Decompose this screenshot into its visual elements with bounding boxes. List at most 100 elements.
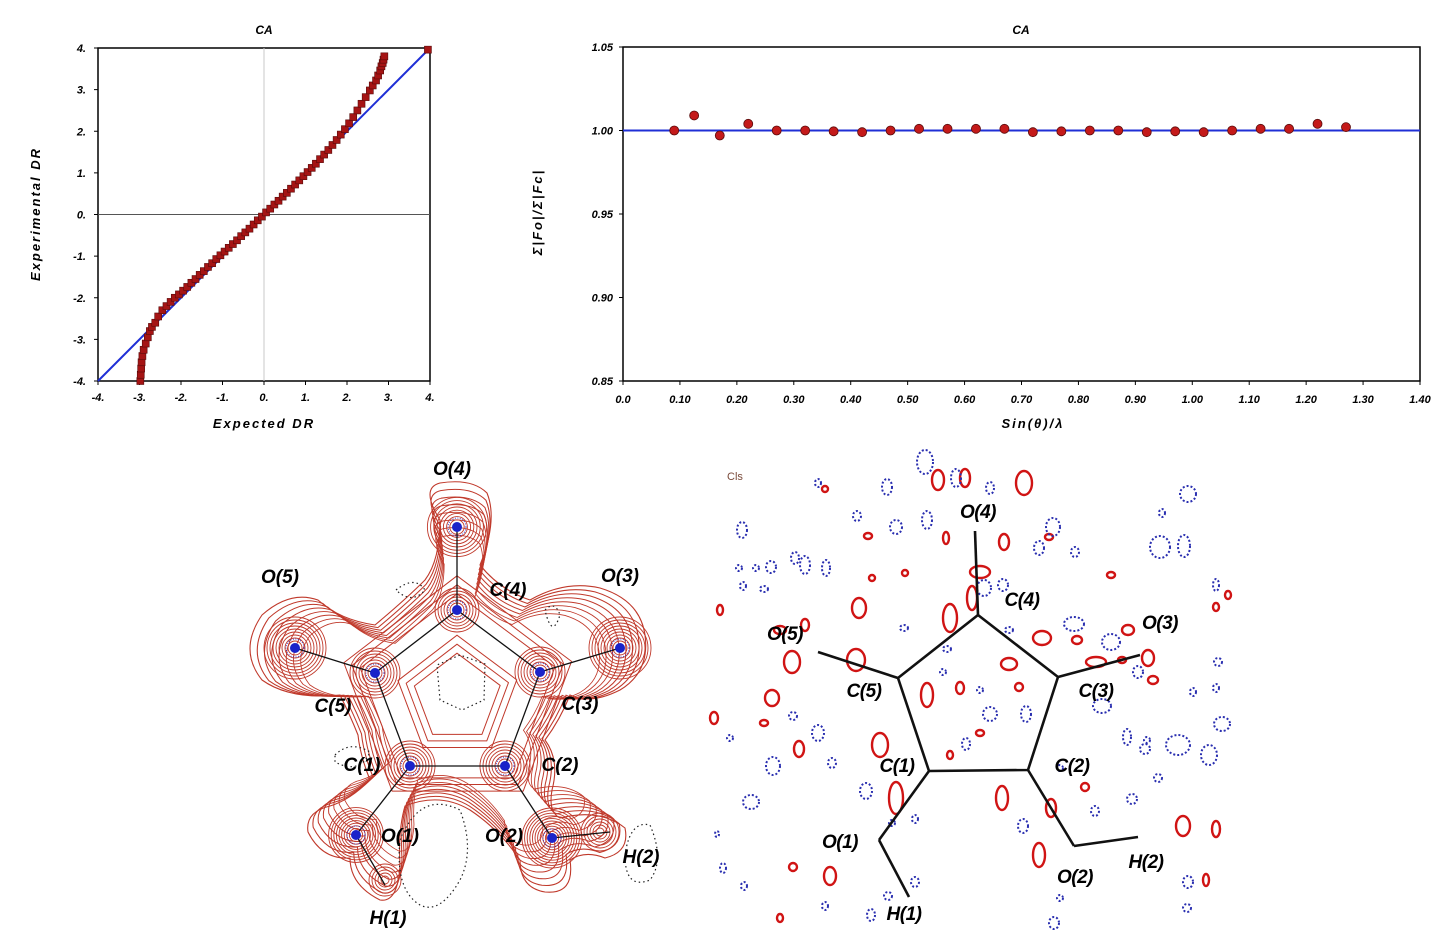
- negative-residual-contour: [1063, 616, 1085, 632]
- dr-x-tick-label: 4.: [424, 392, 434, 404]
- positive-residual-contour: [997, 532, 1011, 552]
- dr-data-point: [191, 275, 200, 283]
- ratio-y-tick-label: 1.05: [592, 42, 614, 54]
- dr-data-point: [357, 99, 366, 108]
- positive-residual-contour: [1210, 819, 1222, 839]
- ratio-data-point: [914, 123, 924, 134]
- atom-contour: [348, 827, 364, 843]
- negative-residual-contour: [1017, 818, 1029, 834]
- dr-data-point: [154, 312, 162, 321]
- negative-residual-contour: [1153, 773, 1163, 783]
- density-contour: [264, 496, 634, 887]
- atom-contour: [328, 807, 384, 863]
- atom-contour: [520, 652, 560, 692]
- dr-data-point: [166, 298, 175, 306]
- atom-label-o3: O(3): [601, 566, 639, 587]
- dr-data-point: [283, 189, 291, 197]
- negative-residual-contour: [1165, 734, 1191, 756]
- residual-density-map: Cls O(4) C(4) O(5) O(3) C(5) C(3) C(1) C…: [708, 449, 1233, 930]
- dr-y-tick-label: -4.: [73, 376, 86, 388]
- ratio-data-point: [714, 130, 725, 141]
- atom-nucleus: [452, 522, 462, 532]
- negative-residual-contour: [1132, 665, 1144, 679]
- ratio-x-tick-label: 0.0: [615, 394, 631, 406]
- atom-contour: [534, 820, 570, 856]
- contour-lobe: [624, 823, 659, 883]
- dr-y-tick-label: -2.: [73, 293, 86, 305]
- atom-contour: [529, 661, 551, 683]
- dr-data-point: [208, 259, 216, 268]
- negative-residual-contour: [790, 551, 800, 565]
- ring-contour: [397, 634, 518, 749]
- atom-label-c5: C(5): [847, 681, 882, 702]
- ring-contour: [359, 593, 556, 779]
- atom-contour: [537, 823, 567, 853]
- atom-label-o1: O(1): [381, 826, 419, 847]
- negative-residual-contour: [1045, 517, 1061, 537]
- negative-residual-contour: [942, 645, 952, 653]
- dr-x-tick-label: -2.: [175, 392, 188, 404]
- atom-contour: [367, 665, 383, 681]
- dr-data-point: [249, 220, 258, 229]
- atom-contour: [603, 631, 637, 665]
- contour-lobe: [398, 803, 469, 908]
- atom-nucleus: [547, 833, 557, 843]
- negative-residual-contour: [788, 711, 798, 721]
- atom-nucleus: [615, 643, 625, 653]
- atom-nucleus: [405, 761, 415, 771]
- atom-label-h2: H(2): [623, 847, 660, 868]
- negative-residual-contour: [1149, 535, 1171, 559]
- ratio-data-point: [1198, 127, 1209, 138]
- dr-y-tick-label: 2.: [76, 126, 86, 138]
- atom-contour: [586, 818, 614, 846]
- negative-residual-contour: [976, 579, 992, 597]
- ratio-y-tick-label: 0.90: [592, 293, 614, 305]
- negative-residual-contour: [1126, 793, 1138, 805]
- nucleus-halo: [365, 663, 385, 683]
- negative-residual-contour: [1177, 534, 1191, 558]
- atom-contour: [600, 628, 640, 668]
- positive-residual-contour: [708, 710, 720, 726]
- ratio-y-tick-label: 0.95: [592, 209, 614, 221]
- dr-y-tick-label: -1.: [73, 251, 86, 263]
- atom-contour: [275, 628, 315, 668]
- negative-residual-contour: [740, 881, 748, 891]
- dr-data-point: [336, 130, 345, 139]
- ratio-x-tick-label: 0.10: [669, 394, 691, 406]
- atom-contour: [539, 825, 565, 851]
- atom-label-o4: O(4): [433, 459, 471, 480]
- ratio-data-point: [1341, 122, 1351, 133]
- ratio-chart-title: CA: [1012, 23, 1029, 37]
- bonds: [817, 530, 1141, 898]
- atom-nucleus: [370, 668, 380, 678]
- dr-chart: CA -4. -3. -2. -1. 0. 1. 2. 3. 4. 4. 3. 2. 1. 0. -1. -2…: [28, 23, 435, 431]
- negative-residual-contour: [1139, 743, 1151, 755]
- atom-contour: [594, 622, 646, 674]
- positive-residual-contour: [822, 865, 838, 887]
- negative-residual-contour: [736, 521, 748, 539]
- ring-contour: [413, 652, 501, 735]
- negative-residual-contour: [883, 891, 893, 901]
- negative-residual-contour: [1143, 736, 1151, 744]
- dr-data-point: [158, 306, 167, 315]
- ratio-data-point: [800, 125, 811, 136]
- negative-residual-contour: [752, 564, 760, 572]
- dr-data-point: [424, 45, 432, 54]
- positive-residual-contour: [799, 617, 811, 633]
- positive-residual-contour: [1223, 589, 1233, 601]
- positive-residual-contour: [954, 680, 966, 696]
- ratio-x-tick-label: 0.40: [840, 394, 862, 406]
- ratio-data-point: [1084, 125, 1095, 136]
- negative-residual-contour: [911, 814, 919, 824]
- dr-data-point: [320, 150, 328, 159]
- ring-contour: [405, 643, 509, 742]
- positive-residual-contour: [1120, 623, 1136, 637]
- positive-residual-contour: [968, 564, 992, 580]
- atom-contour: [343, 822, 369, 848]
- nucleus-halo: [530, 662, 550, 682]
- ring-contour: [351, 584, 564, 785]
- positive-residual-contour: [974, 728, 986, 738]
- negative-residual-contour: [1213, 716, 1231, 732]
- dr-data-point: [341, 125, 349, 133]
- negative-residual-contour: [1122, 728, 1132, 746]
